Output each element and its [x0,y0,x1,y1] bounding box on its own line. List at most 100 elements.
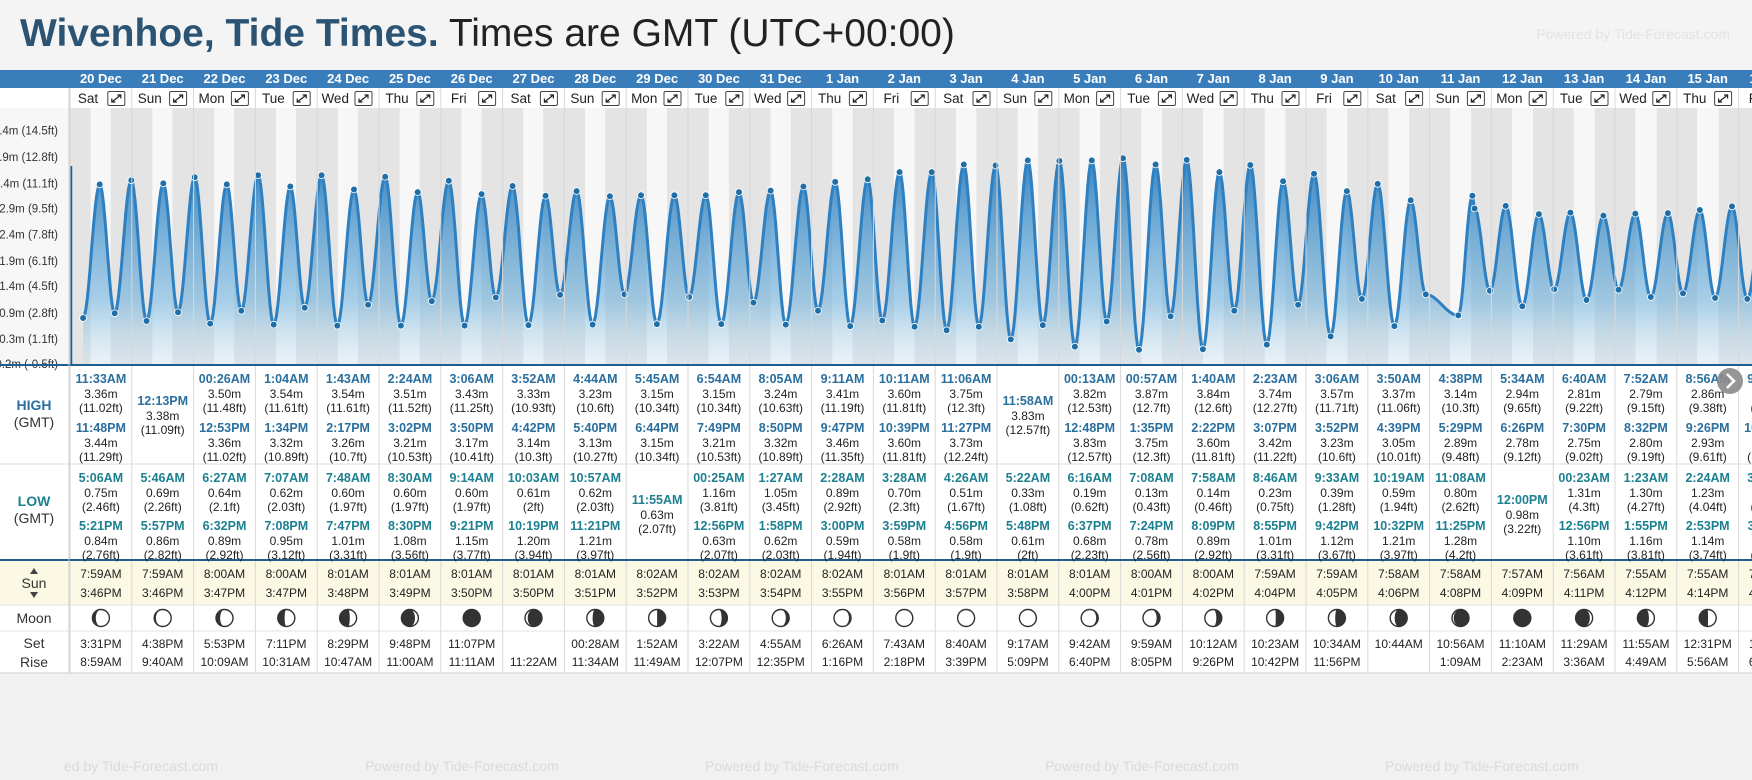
high-tide-height-ft: (10.89ft) [264,450,309,464]
sun-band [0,561,1752,605]
expand-day-button[interactable] [972,91,991,106]
high-tide-time: 9:26PM [1686,421,1730,435]
expand-day-button[interactable] [1714,91,1733,106]
expand-icon [1470,94,1481,103]
expand-day-button[interactable] [1405,91,1424,106]
low-tide-point [1199,345,1207,354]
expand-day-button[interactable] [1281,91,1300,106]
sunrise-time: 8:01AM [327,567,368,581]
high-tide-height-ft: (11.35ft) [821,450,865,464]
day-column: 26 DecFri3:06AM3.43m(11.25ft)3:50PM3.17m… [448,71,497,669]
high-tide-height-ft: (11.09ft) [141,423,185,437]
high-tide-height-ft: (12.24ft) [944,450,989,464]
low-tide-height-m: 0.60m [455,486,488,500]
chevron-right-icon [1726,373,1736,389]
expand-day-button[interactable] [787,91,806,106]
high-tide-point [1279,177,1287,186]
low-tide-height-ft: (2.03ft) [267,500,305,514]
low-tide-height-m: 1.05m [764,486,797,500]
moon-phase-icon [91,608,111,628]
low-tide-height-ft: (3.22ft) [1503,522,1541,536]
high-tide-point [1024,156,1032,165]
sunset-time: 4:05PM [1316,586,1357,600]
expand-day-button[interactable] [1528,91,1547,106]
low-tide-height-m: 1.01m [1258,534,1291,548]
expand-day-button[interactable] [663,91,682,106]
high-tide-time: 3:02PM [388,421,432,435]
moonset-time: 9:17AM [1007,637,1048,651]
low-tide-height-m: 0.62m [270,486,303,500]
low-tide-point [878,316,887,325]
expand-day-button[interactable] [292,91,311,106]
high-tide-height-m: 3.50m [208,387,241,401]
sunset-time: 3:58PM [1007,586,1048,600]
expand-day-button[interactable] [354,91,373,106]
low-tide-height-ft: (4.2ft) [1445,548,1476,562]
moonset-time: 9:48PM [389,637,430,651]
expand-day-button[interactable] [230,91,249,106]
moonset-time: 9:59AM [1131,637,1172,651]
low-tide-height-ft: (2ft) [523,500,544,514]
moon-phase-icon [1698,608,1717,628]
high-tide-height-m: 3.37m [1382,387,1415,401]
expand-day-button[interactable] [1219,91,1238,106]
day-weekday: Fri [1316,91,1332,106]
expand-day-button[interactable] [1466,91,1485,106]
footer-watermarks: ed by Tide-Forecast.com Powered by Tide-F… [0,751,1752,780]
sunset-time: 4:00PM [1069,586,1110,600]
moon-phase-icon [1451,608,1470,628]
day-weekday: Tue [1560,91,1583,106]
day-weekday: Wed [1619,91,1647,106]
expand-day-button[interactable] [1034,91,1053,106]
expand-day-button[interactable] [478,91,497,106]
expand-day-button[interactable] [1652,91,1671,106]
high-tide-point [286,182,295,191]
high-tide-point [1055,157,1064,165]
high-tide-point [766,186,775,195]
moon-phase-icon [1142,608,1161,628]
high-tide-height-m: 3.36m [208,436,241,450]
expand-day-button[interactable] [601,91,620,106]
expand-day-button[interactable] [1157,91,1176,106]
y-tick-label: 1.4m (4.5ft) [0,281,58,293]
day-weekday: Sun [138,91,162,106]
day-column: 11 JanSun4:38PM3.14m(10.3ft)5:29PM2.89m(… [1435,71,1486,669]
low-tide-height-ft: (2.26ft) [144,500,182,514]
high-tide-height-ft: (10.7ft) [329,450,367,464]
expand-day-button[interactable] [169,91,188,106]
day-column: 9 JanFri3:06AM3.57m(11.71ft)3:52PM3.23m(… [1313,71,1362,669]
high-tide-height-m: 2.75m [1567,436,1600,450]
high-tide-point [381,172,390,181]
moonset-time: 11:10AM [1499,637,1546,651]
expand-day-button[interactable] [910,91,929,106]
expand-day-button[interactable] [1096,91,1115,106]
high-tide-height-ft: (11.29ft) [79,450,123,464]
low-tide-point [974,322,983,331]
expand-icon [111,94,122,103]
scroll-right-button[interactable] [1717,368,1743,394]
expand-day-button[interactable] [1343,91,1362,106]
low-tide-time: 00:25AM [693,471,744,485]
low-tide-time: 7:08AM [1129,471,1173,485]
high-tide-point [831,178,839,186]
low-tide-point [460,321,469,330]
low-tide-height-ft: (1.97ft) [329,500,367,514]
sunrise-time: 7:59AM [1316,567,1357,581]
expand-icon [420,94,431,103]
expand-day-button[interactable] [539,91,558,106]
high-tide-time: 11:33AM [76,372,127,386]
expand-day-button[interactable] [725,91,744,106]
expand-icon [173,94,184,103]
high-tide-height-m: 3.23m [579,387,612,401]
low-tide-point [206,319,215,328]
expand-day-button[interactable] [416,91,435,106]
day-date: 9 Jan [1320,71,1353,86]
high-tide-time: 8:05AM [758,372,802,386]
expand-day-button[interactable] [848,91,867,106]
expand-day-button[interactable] [107,91,126,106]
sunrise-time: 8:01AM [1069,567,1110,581]
expand-day-button[interactable] [1590,91,1609,106]
day-column: 2 JanFri10:11AM3.60m(11.81ft)10:39PM3.60… [879,71,930,669]
